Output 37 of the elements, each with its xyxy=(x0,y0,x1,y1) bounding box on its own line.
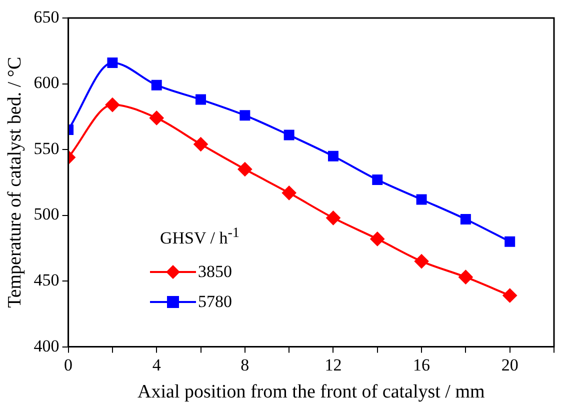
point xyxy=(372,174,383,186)
x-tick-label: 12 xyxy=(324,355,342,374)
point xyxy=(151,80,162,90)
x-axis-title: Axial position from the front of catalyst / mm xyxy=(138,382,485,403)
y-tick-label: 650 xyxy=(34,7,60,26)
y-axis-title: Temperature of catalyst bed. / °C xyxy=(4,56,26,308)
y-tick-label: 450 xyxy=(34,270,60,290)
x-tick-label: 0 xyxy=(64,355,73,374)
x-tick-label: 4 xyxy=(152,355,162,374)
point xyxy=(196,94,206,105)
legend-label: 5780 xyxy=(198,292,232,312)
point xyxy=(370,232,384,246)
legend-title: GHSV / h$^{-1}$ xyxy=(160,225,240,249)
y-tick-label: 550 xyxy=(34,138,60,158)
point xyxy=(107,57,118,68)
y-tick-label: 500 xyxy=(34,204,60,224)
point xyxy=(458,270,473,284)
x-tick-label: 16 xyxy=(413,355,430,374)
point xyxy=(504,236,516,247)
point xyxy=(150,110,164,125)
legend-label: 3850 xyxy=(198,262,232,282)
point xyxy=(460,214,471,224)
x-tick-label: 20 xyxy=(501,355,518,374)
point xyxy=(194,137,208,152)
point xyxy=(282,186,296,200)
y-tick-label: 600 xyxy=(34,73,60,92)
point xyxy=(328,150,338,162)
point xyxy=(416,194,427,205)
point xyxy=(284,130,294,140)
point xyxy=(502,288,517,303)
point xyxy=(238,162,252,176)
point xyxy=(326,210,340,225)
point xyxy=(414,254,429,268)
y-tick-label: 400 xyxy=(34,336,60,356)
point xyxy=(105,98,120,112)
point xyxy=(240,110,250,121)
x-tick-label: 8 xyxy=(240,355,250,374)
